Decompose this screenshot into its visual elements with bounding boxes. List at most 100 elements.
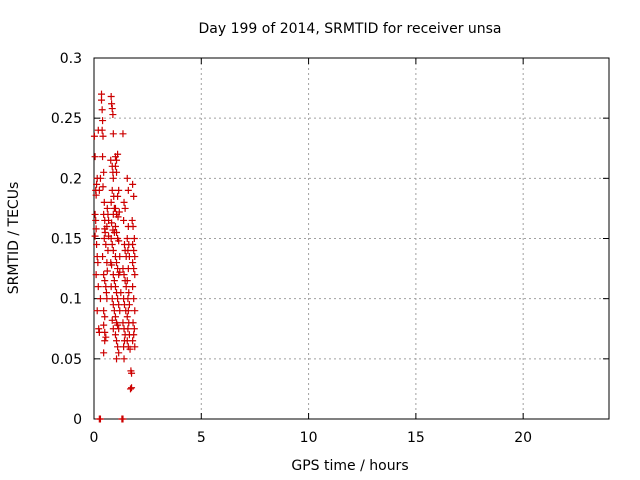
data-point (131, 307, 139, 315)
data-point (115, 208, 123, 216)
data-point (123, 313, 131, 321)
data-point (99, 253, 107, 261)
data-point (96, 295, 104, 303)
x-tick-label: 5 (197, 430, 206, 446)
data-point (108, 186, 116, 194)
data-point (111, 331, 119, 339)
data-point (125, 289, 133, 297)
data-point (92, 225, 100, 233)
data-point (101, 277, 109, 285)
data-point (100, 168, 108, 176)
x-tick-label: 15 (407, 430, 425, 446)
data-point (130, 192, 138, 200)
y-tick-label: 0.2 (60, 171, 82, 187)
data-point (99, 132, 107, 140)
data-point (129, 222, 137, 230)
y-tick-label: 0.05 (51, 352, 82, 368)
data-point (113, 168, 121, 176)
data-point (130, 325, 138, 333)
y-tick-label: 0.3 (60, 51, 82, 67)
data-point (101, 313, 109, 321)
data-point (93, 180, 101, 188)
data-point (107, 235, 115, 242)
data-point (123, 174, 131, 182)
data-point (108, 316, 116, 324)
data-point (109, 174, 117, 182)
data-point (128, 384, 136, 392)
data-point (116, 307, 124, 315)
data-point (99, 153, 107, 161)
data-point (113, 156, 121, 164)
data-point (126, 385, 134, 393)
data-point (113, 355, 121, 363)
data-point (130, 235, 138, 242)
data-point (114, 343, 122, 351)
data-point (114, 150, 122, 158)
data-point (120, 198, 128, 206)
data-point (101, 328, 109, 336)
data-point (120, 355, 128, 363)
data-point (98, 90, 106, 98)
data-point (114, 192, 122, 200)
data-point (115, 186, 123, 194)
data-point (113, 228, 121, 236)
data-point (103, 222, 111, 230)
data-point (100, 198, 108, 206)
data-point (98, 96, 106, 104)
x-tick-label: 20 (514, 430, 532, 446)
data-point (111, 313, 119, 321)
data-point (102, 289, 110, 297)
data-point (99, 117, 107, 125)
data-point (129, 259, 137, 267)
data-point (131, 271, 139, 279)
data-point (100, 235, 108, 242)
data-point (129, 337, 137, 345)
y-tick-label: 0.1 (60, 292, 82, 308)
grid-lines (94, 58, 609, 419)
data-point (120, 271, 128, 279)
data-point (96, 415, 104, 423)
data-point (101, 228, 109, 236)
data-point (115, 237, 123, 245)
data-point (92, 191, 100, 199)
data-point (102, 241, 110, 249)
y-axis-label: SRMTID / TECUs (6, 182, 22, 295)
data-point (116, 268, 124, 276)
data-point (98, 126, 106, 134)
data-point (125, 301, 133, 309)
y-tick-label: 0.15 (51, 232, 82, 248)
data-point (113, 259, 121, 267)
data-point (108, 241, 116, 249)
data-point (131, 343, 139, 351)
data-point (111, 162, 119, 170)
data-point (107, 93, 115, 101)
data-point (108, 100, 116, 108)
data-point (124, 186, 132, 194)
data-point (92, 216, 100, 224)
data-point (121, 204, 129, 212)
data-point (114, 213, 122, 221)
data-point (100, 321, 108, 329)
data-point (115, 349, 123, 357)
x-axis-label: GPS time / hours (291, 458, 408, 474)
data-point (111, 204, 119, 212)
data-point (90, 132, 98, 140)
data-point (119, 130, 127, 138)
data-point (116, 253, 124, 261)
data-point (102, 333, 110, 341)
data-point (109, 130, 117, 138)
data-point (123, 277, 131, 285)
data-point (120, 216, 128, 224)
data-point (124, 325, 132, 333)
data-point (95, 186, 103, 194)
data-point (110, 277, 118, 285)
data-point (108, 219, 116, 227)
plot-frame (93, 57, 610, 420)
y-tick-label: 0.25 (51, 111, 82, 127)
data-point (103, 204, 111, 212)
data-point (129, 241, 137, 249)
data-point (107, 198, 115, 206)
data-point (131, 253, 139, 261)
data-point (129, 319, 137, 327)
